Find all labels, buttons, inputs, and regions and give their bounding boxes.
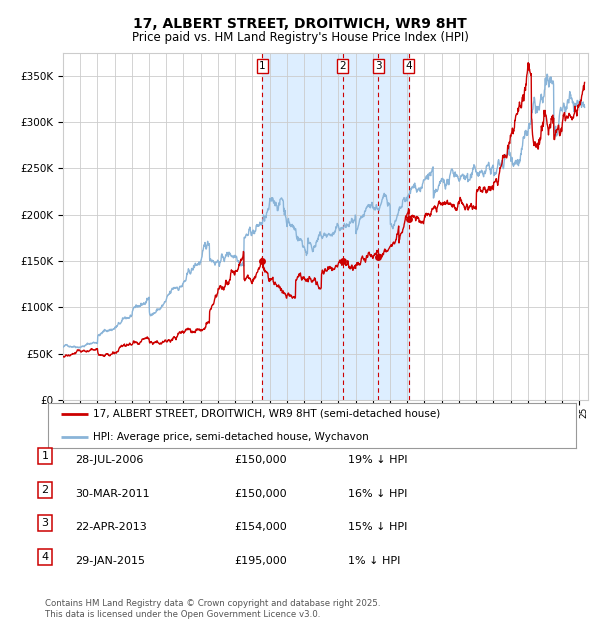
Text: 1: 1 <box>259 61 265 71</box>
Text: 1% ↓ HPI: 1% ↓ HPI <box>348 556 400 565</box>
Text: £150,000: £150,000 <box>234 489 287 498</box>
Bar <box>343 53 409 400</box>
Text: 16% ↓ HPI: 16% ↓ HPI <box>348 489 407 498</box>
Text: 4: 4 <box>406 61 412 71</box>
Text: 19% ↓ HPI: 19% ↓ HPI <box>348 455 407 465</box>
Text: 3: 3 <box>41 518 49 528</box>
Text: 2: 2 <box>340 61 346 71</box>
Text: Contains HM Land Registry data © Crown copyright and database right 2025.
This d: Contains HM Land Registry data © Crown c… <box>45 600 380 619</box>
Text: £150,000: £150,000 <box>234 455 287 465</box>
Text: 1: 1 <box>41 451 49 461</box>
Text: 17, ALBERT STREET, DROITWICH, WR9 8HT: 17, ALBERT STREET, DROITWICH, WR9 8HT <box>133 17 467 32</box>
Text: Price paid vs. HM Land Registry's House Price Index (HPI): Price paid vs. HM Land Registry's House … <box>131 31 469 44</box>
Text: 30-MAR-2011: 30-MAR-2011 <box>75 489 149 498</box>
Bar <box>262 53 343 400</box>
Text: 15% ↓ HPI: 15% ↓ HPI <box>348 522 407 532</box>
Text: 3: 3 <box>375 61 382 71</box>
Text: 22-APR-2013: 22-APR-2013 <box>75 522 147 532</box>
Text: £154,000: £154,000 <box>234 522 287 532</box>
Text: 29-JAN-2015: 29-JAN-2015 <box>75 556 145 565</box>
Text: £195,000: £195,000 <box>234 556 287 565</box>
Text: 4: 4 <box>41 552 49 562</box>
Text: HPI: Average price, semi-detached house, Wychavon: HPI: Average price, semi-detached house,… <box>93 432 368 442</box>
Text: 17, ALBERT STREET, DROITWICH, WR9 8HT (semi-detached house): 17, ALBERT STREET, DROITWICH, WR9 8HT (s… <box>93 409 440 419</box>
Text: 28-JUL-2006: 28-JUL-2006 <box>75 455 143 465</box>
Text: 2: 2 <box>41 485 49 495</box>
